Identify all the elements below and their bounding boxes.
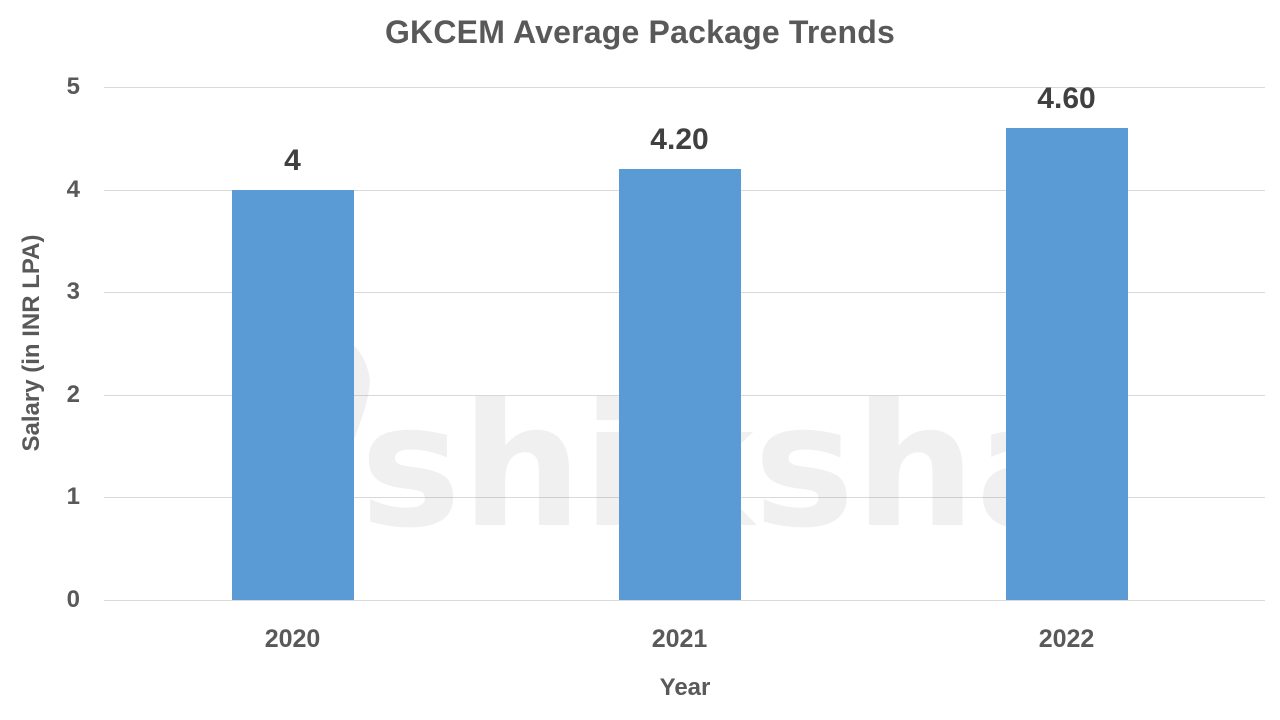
x-tick-2021: 2021 <box>651 625 708 653</box>
y-tick-4: 4 <box>66 175 80 203</box>
data-label-2020: 4 <box>284 143 301 177</box>
x-tick-2020: 2020 <box>264 625 321 653</box>
chart-title: GKCEM Average Package Trends <box>384 14 896 50</box>
x-axis-label: Year <box>659 674 711 701</box>
gridline-5 <box>104 87 1265 88</box>
y-tick-1: 1 <box>66 483 80 511</box>
gridline-0 <box>104 600 1265 601</box>
bar-2022 <box>1005 128 1128 600</box>
y-tick-3: 3 <box>66 278 80 306</box>
y-tick-2: 2 <box>66 380 80 408</box>
y-axis-label: Salary (in INR LPA) <box>18 234 45 452</box>
x-tick-2022: 2022 <box>1038 625 1095 653</box>
bar-2020 <box>231 189 354 600</box>
data-label-2021: 4.20 <box>650 123 709 157</box>
y-tick-5: 5 <box>66 73 80 100</box>
y-tick-0: 0 <box>66 586 80 613</box>
bar-2021 <box>618 169 741 600</box>
data-label-2022: 4.60 <box>1037 82 1096 116</box>
